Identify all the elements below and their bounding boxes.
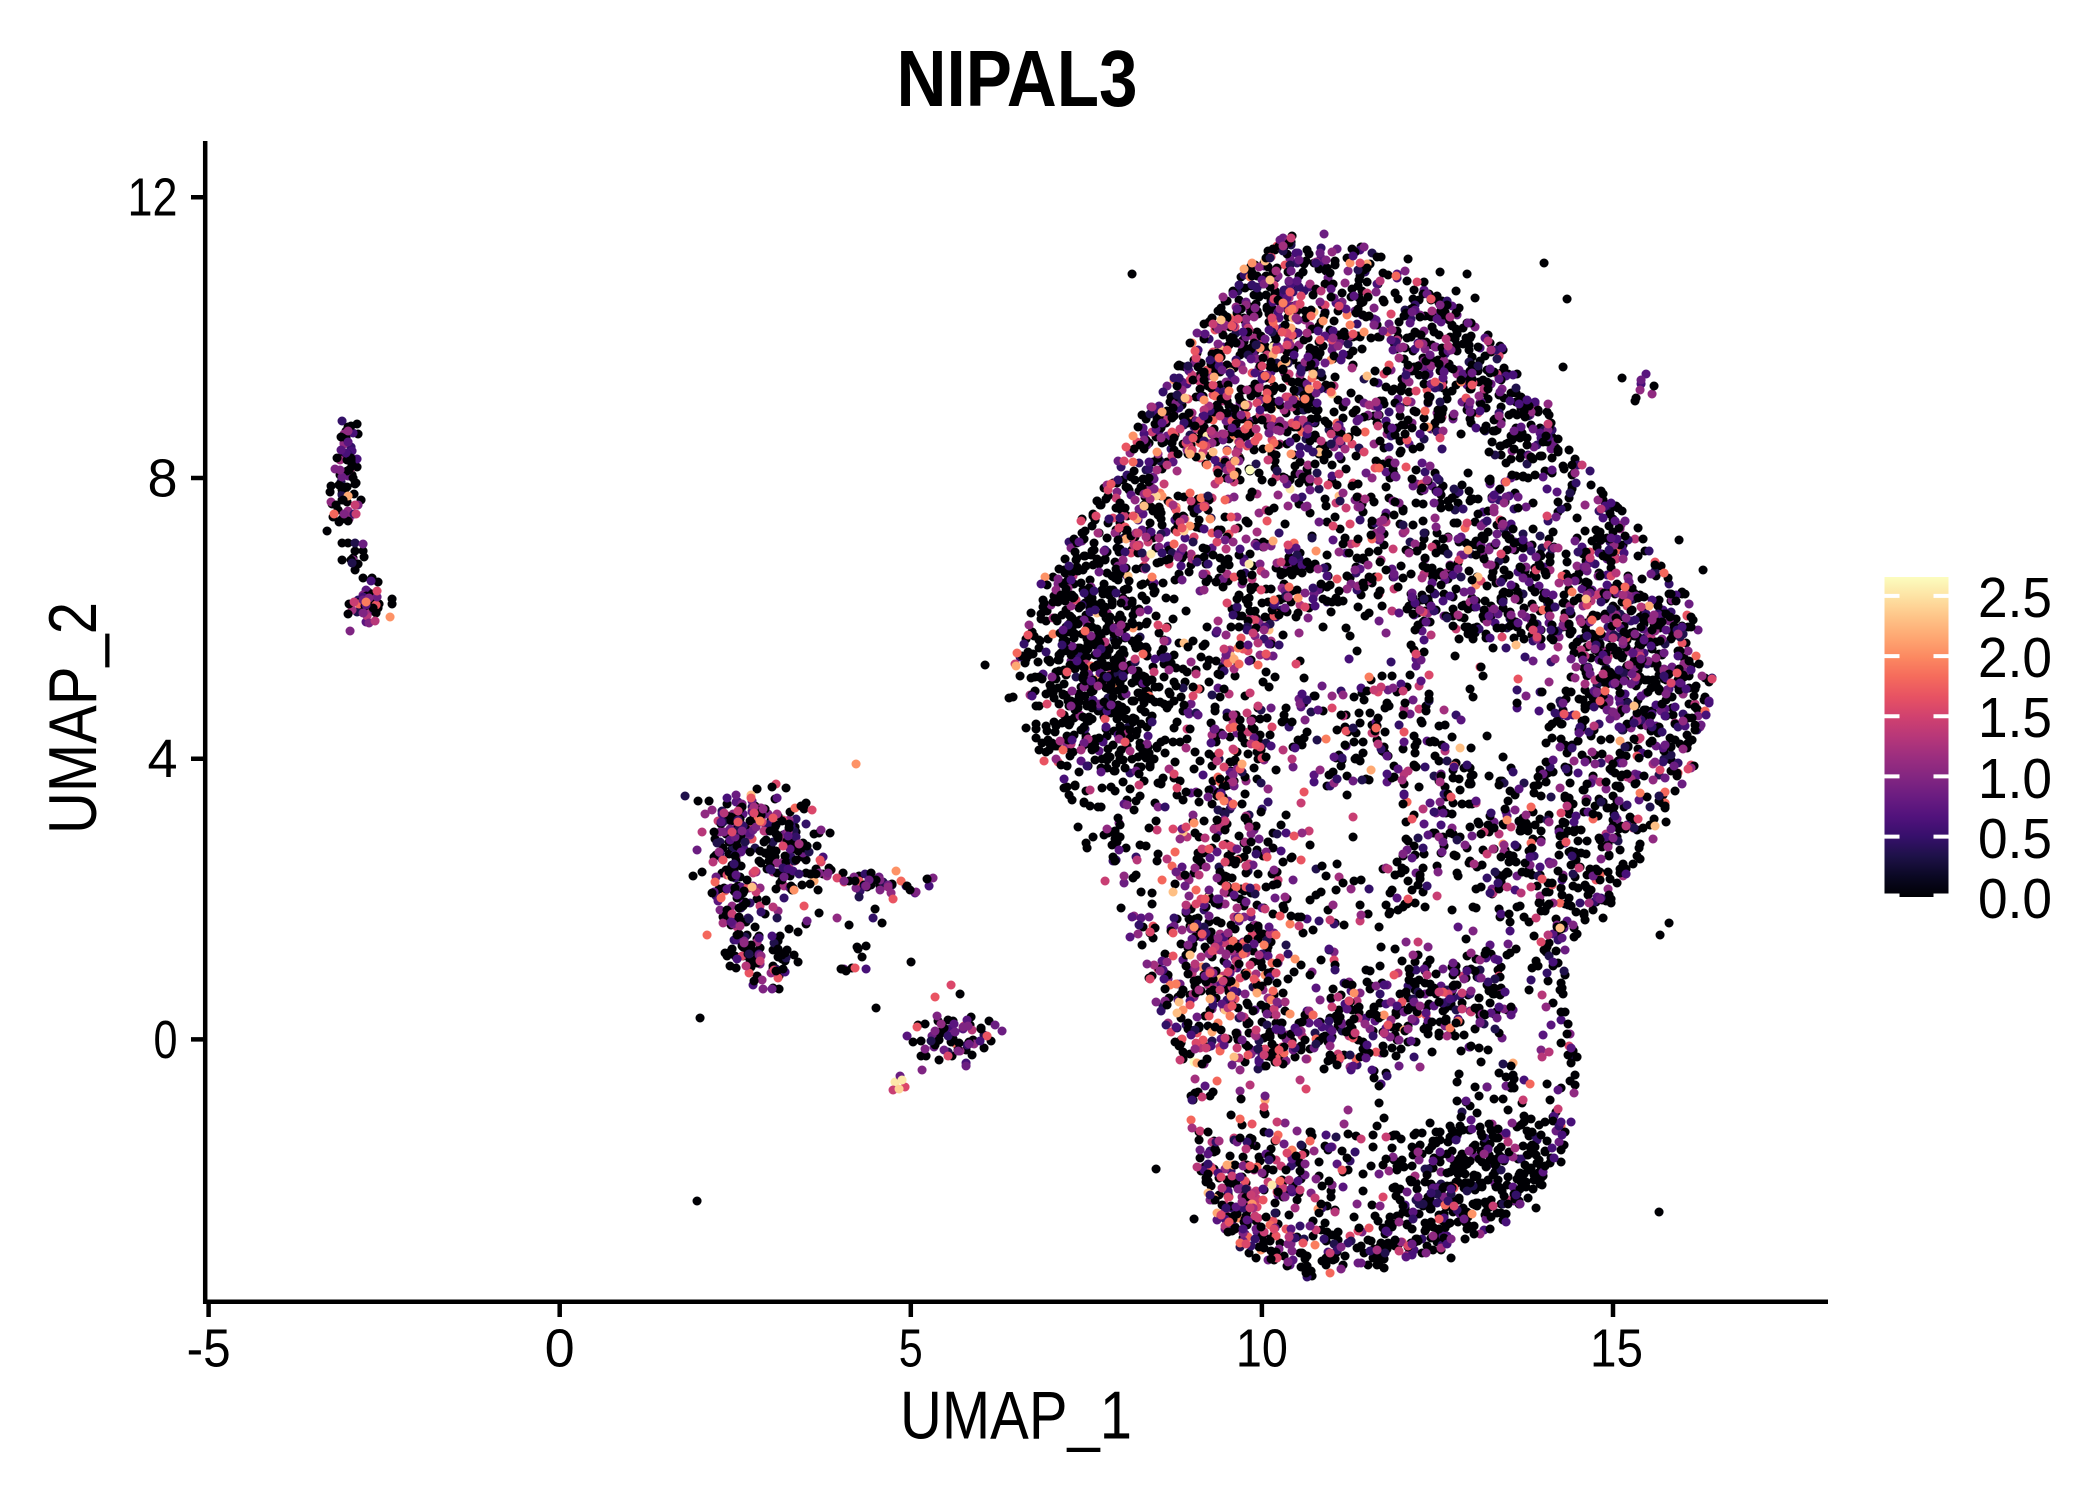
svg-text:10: 10 (1236, 1319, 1288, 1379)
svg-text:8: 8 (147, 448, 177, 508)
svg-text:0.0: 0.0 (1978, 867, 2052, 930)
svg-text:UMAP_2: UMAP_2 (36, 602, 111, 834)
svg-text:1.5: 1.5 (1978, 686, 2052, 749)
svg-text:2.0: 2.0 (1978, 626, 2052, 689)
svg-text:12: 12 (128, 168, 178, 228)
svg-text:2.5: 2.5 (1978, 566, 2052, 629)
svg-text:NIPAL3: NIPAL3 (897, 34, 1138, 123)
svg-text:1.0: 1.0 (1978, 747, 2052, 810)
svg-text:4: 4 (147, 729, 177, 789)
svg-text:0.5: 0.5 (1978, 807, 2052, 870)
svg-text:5: 5 (899, 1319, 923, 1379)
svg-text:0: 0 (545, 1319, 575, 1379)
svg-text:-5: -5 (187, 1319, 231, 1379)
svg-text:0: 0 (154, 1010, 178, 1070)
svg-text:15: 15 (1590, 1319, 1643, 1379)
svg-text:UMAP_1: UMAP_1 (900, 1379, 1132, 1454)
